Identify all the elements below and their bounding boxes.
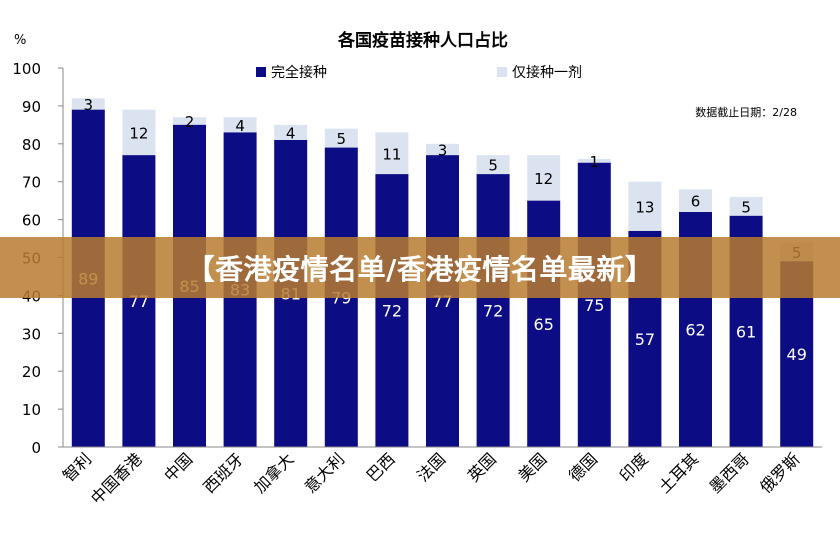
legend-swatch-full <box>256 67 266 77</box>
data-label-partial: 3 <box>84 96 94 114</box>
data-label-full: 72 <box>483 302 503 321</box>
y-tick-label: 100 <box>12 60 41 78</box>
bar-partial <box>324 128 358 148</box>
bar-partial <box>375 132 409 175</box>
bar-full <box>426 155 459 448</box>
bar-full <box>122 155 156 448</box>
legend-swatch-partial <box>497 67 507 77</box>
bar-partial <box>577 158 611 163</box>
data-label-partial: 5 <box>741 198 751 216</box>
y-tick-label: 70 <box>22 174 41 192</box>
data-label-partial: 5 <box>488 157 498 175</box>
bar-partial <box>173 117 206 125</box>
y-tick-label: 20 <box>22 363 41 381</box>
data-label-full: 49 <box>787 345 807 364</box>
legend: 完全接种 仅接种一剂 <box>256 64 582 81</box>
bar-partial <box>476 155 510 175</box>
y-tick-label: 80 <box>22 136 41 154</box>
x-tick-label: 智利 <box>59 449 95 485</box>
x-tick-label: 墨西哥 <box>706 449 753 496</box>
data-label-full: 62 <box>685 321 705 340</box>
data-label-partial: 4 <box>235 117 245 135</box>
data-label-partial: 3 <box>438 141 448 159</box>
data-label-full: 65 <box>534 315 554 334</box>
y-tick-label: 0 <box>31 439 41 457</box>
data-label-partial: 13 <box>635 198 654 216</box>
x-tick-label: 美国 <box>514 449 550 485</box>
x-tick-label: 巴西 <box>363 449 399 485</box>
x-tick-label: 俄罗斯 <box>756 449 803 496</box>
chart-title: 各国疫苗接种人口占比 <box>337 30 508 51</box>
data-label-partial: 12 <box>129 124 148 142</box>
legend-label-full: 完全接种 <box>271 64 327 81</box>
bar-partial <box>122 109 156 156</box>
x-tick-label: 德国 <box>565 449 601 485</box>
data-label-partial: 6 <box>691 193 701 211</box>
y-tick-label: 10 <box>22 401 41 419</box>
x-tick-label: 印度 <box>616 449 652 485</box>
x-tick-label: 法国 <box>413 449 449 485</box>
bar-full <box>476 174 510 447</box>
y-tick-label: 30 <box>22 325 41 343</box>
x-tick-label: 英国 <box>464 449 500 485</box>
bar-partial <box>426 143 459 156</box>
data-label-partial: 12 <box>534 170 553 188</box>
bar-partial <box>628 181 662 231</box>
data-label-partial: 11 <box>382 145 401 163</box>
data-label-full: 72 <box>382 302 402 321</box>
title-banner: 【香港疫情名单/香港疫情名单最新】 <box>0 237 840 298</box>
legend-label-partial: 仅接种一剂 <box>512 64 582 81</box>
bar-partial <box>223 117 257 133</box>
data-label-partial: 5 <box>337 130 347 148</box>
data-label-partial: 2 <box>185 113 195 131</box>
bar-full <box>577 162 611 447</box>
bar-partial <box>527 155 561 201</box>
banner-text: 【香港疫情名单/香港疫情名单最新】 <box>186 252 654 286</box>
y-axis-label: % <box>14 33 26 48</box>
x-tick-label: 意大利 <box>301 449 348 496</box>
data-label-full: 61 <box>736 322 756 341</box>
bar-partial <box>71 98 105 110</box>
date-note: 数据截止日期：2/28 <box>695 105 797 119</box>
data-label-full: 57 <box>635 330 655 349</box>
y-tick-label: 60 <box>22 212 41 230</box>
x-tick-label: 中国香港 <box>87 449 146 508</box>
x-tick-label: 加拿大 <box>250 449 297 496</box>
bar-partial <box>274 124 308 141</box>
bar-full <box>375 174 409 447</box>
data-label-full: 75 <box>584 296 604 315</box>
bar-partial <box>679 189 712 213</box>
data-label-partial: 1 <box>590 153 600 171</box>
bar-partial <box>729 196 763 216</box>
data-label-partial: 4 <box>286 124 296 142</box>
x-tick-label: 中国 <box>160 449 196 485</box>
x-tick-label: 西班牙 <box>200 449 247 496</box>
y-tick-label: 90 <box>22 98 41 116</box>
x-tick-label: 土耳其 <box>655 449 702 496</box>
